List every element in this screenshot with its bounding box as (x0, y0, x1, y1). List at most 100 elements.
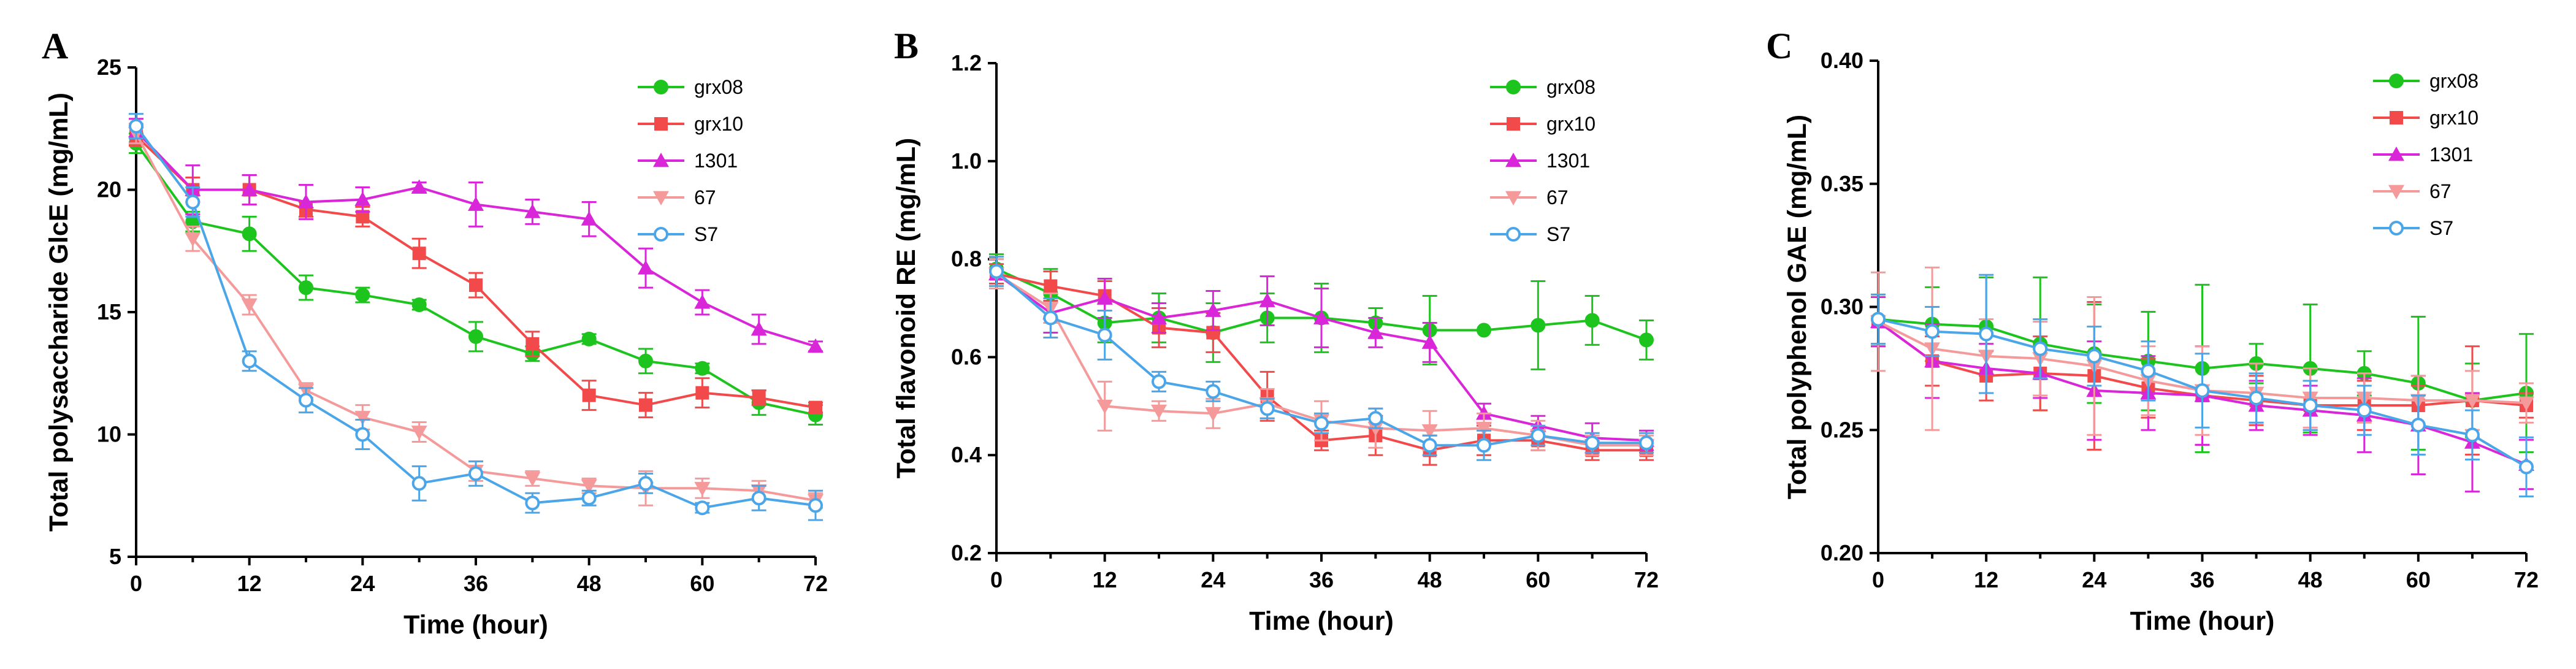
data-point (582, 388, 596, 402)
legend-marker (2390, 111, 2403, 124)
data-point (581, 479, 597, 494)
legend-marker (2389, 74, 2404, 88)
data-point (2519, 459, 2534, 475)
legend-label: grx10 (694, 113, 743, 135)
legend-marker (1506, 227, 1521, 242)
series-S7 (129, 113, 823, 521)
data-point (355, 427, 370, 442)
x-tick-label: 48 (577, 571, 602, 596)
legend-label: grx10 (2429, 107, 2479, 129)
x-axis-label: Time (hour) (403, 610, 548, 640)
data-point (1584, 313, 1600, 328)
data-point (1152, 374, 1166, 389)
data-point (241, 182, 258, 196)
data-point (1979, 326, 1994, 342)
legend-marker (2388, 185, 2404, 199)
y-tick-label: 0.40 (1821, 48, 1863, 73)
data-point (525, 495, 540, 511)
data-point (299, 392, 313, 408)
data-point (751, 491, 766, 506)
y-tick-label: 0.30 (1821, 294, 1863, 319)
series-line (135, 135, 816, 409)
x-tick-label: 12 (237, 571, 262, 596)
legend-marker (1506, 80, 1521, 94)
data-point (411, 426, 427, 440)
legend-marker (2388, 147, 2404, 161)
data-point (526, 337, 540, 351)
legend-marker (2389, 221, 2404, 235)
x-tick-label: 36 (464, 571, 488, 596)
x-tick-label: 12 (1093, 567, 1117, 592)
legend-label: S7 (2429, 217, 2453, 239)
data-point (411, 297, 427, 313)
data-point (355, 288, 370, 303)
data-point (2141, 363, 2156, 378)
data-point (1259, 292, 1275, 307)
x-axis-label: Time (hour) (1249, 606, 1394, 636)
legend-marker (654, 117, 668, 131)
y-tick-label: 15 (97, 299, 121, 324)
data-point (412, 247, 426, 261)
panel-letter: A (42, 26, 68, 66)
data-point (299, 280, 313, 296)
data-point (1925, 324, 1940, 339)
x-tick-label: 36 (2190, 567, 2214, 592)
data-point (989, 264, 1004, 279)
data-point (2464, 394, 2480, 409)
panel-letter: B (894, 26, 919, 66)
panel-a: A 5 10 15 20 25 0 12 24 36 48 60 72 Time (hour) Total … (42, 26, 828, 640)
data-point (638, 260, 654, 275)
data-point (695, 386, 709, 400)
legend-marker (654, 80, 668, 94)
data-point (1259, 401, 1275, 416)
x-tick-label: 0 (1872, 567, 1884, 592)
data-point (1584, 435, 1600, 451)
data-point (1639, 332, 1654, 348)
x-axis-label: Time (hour) (2130, 606, 2275, 636)
data-point (468, 466, 483, 481)
data-point (1531, 428, 1546, 443)
x-tick-label: 12 (1974, 567, 1998, 592)
legend-marker (654, 227, 668, 242)
data-point (468, 196, 484, 211)
data-point (1206, 326, 1220, 340)
y-tick-label: 0.35 (1821, 171, 1863, 196)
data-point (411, 476, 427, 491)
y-tick-label: 0.25 (1821, 417, 1863, 442)
data-point (581, 331, 597, 346)
data-point (1097, 327, 1112, 343)
data-point (2410, 418, 2426, 433)
x-tick-label: 60 (690, 571, 714, 596)
legend-marker (653, 191, 669, 205)
data-point (581, 491, 597, 506)
y-tick-label: 25 (97, 55, 121, 80)
x-tick-label: 72 (2514, 567, 2539, 592)
panel-letter: C (1766, 26, 1792, 66)
data-point (1314, 416, 1329, 431)
data-point (1044, 279, 1058, 293)
data-point (638, 353, 653, 369)
legend-marker (1507, 117, 1520, 131)
data-point (1043, 310, 1058, 326)
data-point (356, 210, 370, 224)
legend-marker (1505, 153, 1521, 167)
y-axis-label: Total flavonoid RE (mg/mL) (892, 138, 921, 479)
y-tick-label: 1.0 (951, 148, 982, 174)
legend-label: S7 (1546, 223, 1570, 245)
y-tick-label: 10 (97, 422, 121, 447)
data-point (639, 398, 652, 412)
x-tick-label: 0 (130, 571, 142, 596)
data-point (1477, 323, 1491, 338)
data-point (1871, 312, 1886, 327)
legend-label: grx08 (1546, 76, 1596, 98)
y-axis-label: Total polysaccharide GlcE (mg/mL) (44, 93, 74, 532)
data-point (694, 294, 711, 309)
x-tick-label: 60 (2406, 567, 2431, 592)
panel-c: C 0.20 0.25 0.30 0.35 0.40 0 12 24 36 48 60 72 Time (… (1766, 26, 2539, 636)
data-point (2195, 383, 2210, 399)
y-tick-label: 0.4 (951, 442, 982, 467)
data-point (809, 400, 822, 415)
data-point (581, 211, 597, 226)
legend: grx08 grx10 1301 67 S7 (1490, 76, 1596, 245)
